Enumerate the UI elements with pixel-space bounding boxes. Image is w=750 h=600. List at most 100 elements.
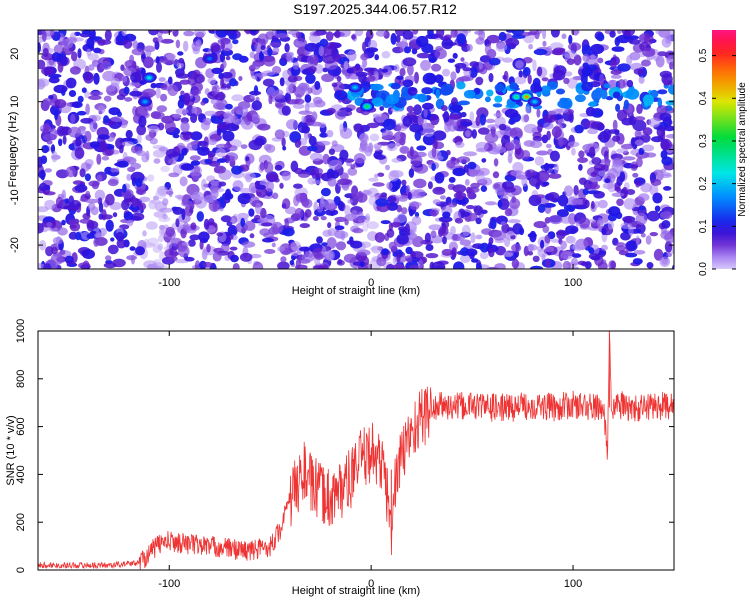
spectrogram-cell [340, 172, 349, 181]
spectrogram-cell [206, 175, 216, 182]
spectrogram-cell [321, 73, 335, 83]
spectrogram-cell [124, 60, 137, 68]
spectrogram-cell [42, 30, 47, 42]
spectrogram-cell [491, 129, 496, 138]
snr-y-tick-label: 600 [15, 417, 27, 435]
spectrogram-cell [56, 169, 69, 179]
spectrogram-cell [456, 81, 466, 90]
spectrogram-cell [573, 185, 579, 196]
spectrogram-cell [532, 77, 541, 88]
spectrogram-cell [94, 189, 106, 201]
spectrogram-cell [358, 145, 372, 153]
spectrogram-cell [566, 58, 575, 65]
spectrogram-cell [50, 219, 56, 229]
spectrogram-cell [242, 172, 256, 180]
spectrogram-cell [124, 97, 133, 102]
spectrogram-cell [158, 77, 166, 82]
spectrogram-cell [105, 193, 115, 206]
spectrogram-cell [422, 127, 435, 137]
spectrogram-cell [156, 185, 169, 197]
spectrogram-cell [665, 133, 674, 139]
spectrogram-cell [444, 121, 451, 133]
spectrogram-cell [429, 114, 440, 126]
spectrogram-cell [465, 205, 475, 210]
spectrogram-cell [219, 52, 226, 63]
spectrogram-cell [632, 119, 647, 132]
spectrogram-cell [322, 153, 330, 165]
spectrogram-cell [128, 59, 134, 64]
spectrogram-cell [376, 116, 384, 124]
spectrogram-cell [272, 192, 279, 200]
spectrogram-cell [60, 56, 68, 66]
snr-y-tick-label: 0 [15, 567, 27, 573]
spectrogram-cell [182, 92, 191, 105]
spectrogram-cell [475, 234, 483, 240]
spectrogram-cell [422, 118, 428, 129]
spectrogram-cell [295, 31, 302, 39]
spectrogram-cell [617, 30, 622, 35]
spectrogram-cell [135, 177, 143, 188]
spectrogram-x-axis-label: Height of straight line (km) [292, 285, 420, 297]
spectrogram-cell [488, 247, 495, 258]
spectrogram-cell [628, 35, 640, 40]
spectrogram-cell [143, 56, 154, 66]
spectrogram-cell [129, 246, 136, 251]
spectrogram-bright-spot [524, 95, 529, 99]
spectrogram-cell [467, 161, 477, 170]
spectrogram-cell [581, 44, 592, 57]
spectrogram-cell [335, 241, 347, 251]
spectrogram-cell [304, 42, 319, 52]
spectrogram-cell [328, 159, 343, 170]
spectrogram-cell [439, 225, 449, 237]
spectrogram-cell [301, 253, 316, 262]
spectrogram-cell [640, 232, 646, 238]
spectrogram-cell [535, 182, 540, 190]
spectrogram-cell [42, 97, 52, 107]
spectrogram-cell [411, 215, 422, 226]
spectrogram-bright-spot [147, 76, 151, 80]
spectrogram-cell [469, 111, 475, 123]
spectrogram-cell [66, 204, 79, 212]
spectrogram-cell [98, 213, 104, 220]
spectrogram-cell [612, 91, 621, 99]
spectrogram-cell [640, 182, 652, 193]
spectrogram-cell [369, 133, 380, 142]
spectrogram-cell [632, 258, 643, 265]
spectrogram-cell [295, 192, 307, 203]
spectrogram-cell [346, 161, 352, 167]
spectrogram-cell [232, 263, 240, 269]
spectrogram-cell [181, 148, 188, 156]
spectrogram-cell [168, 172, 180, 178]
spectrogram-cell [182, 131, 192, 140]
spectrogram-cell [251, 100, 262, 111]
spectrogram-cell [351, 209, 358, 219]
spectrogram-cell [416, 52, 431, 59]
spectrogram-cell [455, 141, 465, 148]
spectrogram-cell [441, 105, 448, 112]
spectrogram-cell [337, 109, 348, 118]
spectrogram-cell [557, 194, 569, 207]
spectrogram-cell [626, 240, 638, 252]
spectrogram-cell [316, 236, 323, 244]
spectrogram-cell [533, 221, 547, 229]
spectrogram-cell [115, 231, 125, 242]
spectrogram-cell [528, 43, 533, 50]
spectrogram-cell [326, 107, 336, 115]
spectrogram-cell [625, 216, 633, 224]
spectrogram-cell [458, 76, 471, 82]
spectrogram-cell [76, 202, 81, 207]
spectrogram-cell [147, 237, 159, 247]
spectrogram-cell [319, 132, 329, 138]
spectrogram-cell [322, 67, 329, 73]
spectrogram-cell [72, 180, 84, 185]
spectrogram-cell [527, 243, 534, 252]
spectrogram-cell [48, 73, 62, 79]
spectrogram-cell [501, 223, 510, 234]
spectrogram-cell [478, 167, 490, 176]
spectrogram-cell [604, 178, 611, 184]
spectrogram-cell [327, 222, 332, 229]
spectrogram-cell [165, 226, 175, 237]
spectrogram-cell [59, 249, 66, 255]
spectrogram-cell [615, 242, 626, 247]
spectrogram-cell [82, 249, 95, 260]
